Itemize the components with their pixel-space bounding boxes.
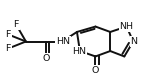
Text: HN: HN: [72, 47, 86, 56]
Text: F: F: [5, 30, 11, 39]
Text: NH: NH: [120, 22, 133, 31]
Text: O: O: [92, 66, 99, 75]
Text: F: F: [5, 44, 11, 53]
Text: O: O: [42, 54, 50, 63]
Text: F: F: [14, 20, 19, 29]
Text: N: N: [130, 37, 137, 46]
Text: HN: HN: [56, 37, 70, 46]
